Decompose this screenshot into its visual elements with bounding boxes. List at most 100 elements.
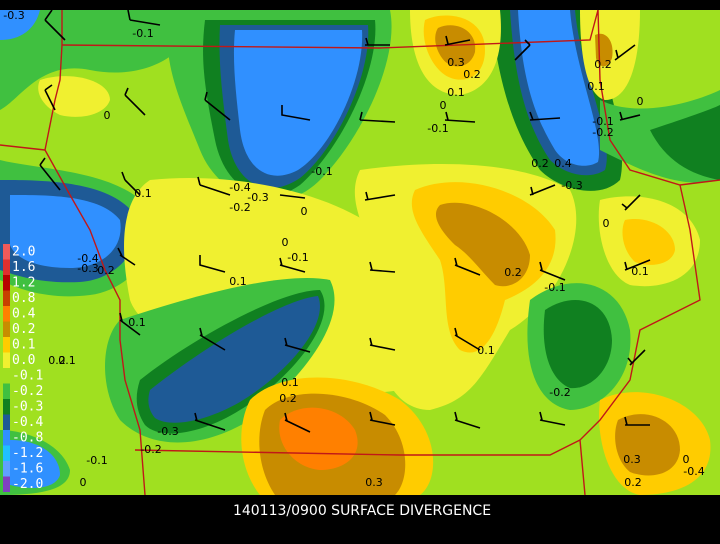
wind-barb xyxy=(197,176,231,196)
colorbar-label: -2.0 xyxy=(12,477,43,492)
wind-barb xyxy=(119,312,141,336)
contour-label: 0.3 xyxy=(623,453,641,466)
contour-label: 0.2 xyxy=(97,264,115,277)
map-title: 140113/0900 SURFACE DIVERGENCE xyxy=(233,503,491,519)
wind-barb xyxy=(369,411,396,426)
contour-label: 0.1 xyxy=(134,187,152,200)
wind-barb xyxy=(514,39,531,61)
wind-barb xyxy=(44,84,56,111)
wind-barb xyxy=(121,171,141,196)
colorbar-swatch xyxy=(3,306,10,322)
colorbar-label: -0.3 xyxy=(12,400,43,415)
contour-label: 0.2 xyxy=(463,68,481,81)
colorbar-label: -1.2 xyxy=(12,446,43,461)
wind-barb xyxy=(369,261,396,273)
contour-label: -0.3 xyxy=(157,425,178,438)
colorbar-label: 2.0 xyxy=(12,245,35,260)
colorbar-swatch xyxy=(3,383,10,399)
colorbar-swatch xyxy=(3,352,10,368)
contour-label: 0 xyxy=(683,453,690,466)
contour-label: 0.2 xyxy=(594,58,612,71)
contour-label: 0.1 xyxy=(281,376,299,389)
wind-barbs xyxy=(39,9,651,433)
contour-fills xyxy=(0,10,720,495)
wind-barb xyxy=(284,337,311,353)
contour-label: 0 xyxy=(603,217,610,230)
colorbar-label: -1.6 xyxy=(12,462,43,477)
fill-dkblue xyxy=(148,296,320,423)
colorbar-label: 0.0 xyxy=(12,353,35,368)
contour-label: -0.1 xyxy=(311,165,332,178)
wind-barb xyxy=(619,111,641,121)
state-borders xyxy=(0,9,720,496)
fill-blue xyxy=(518,10,600,166)
contour-label: 0 xyxy=(282,236,289,249)
colorbar-label: 0.8 xyxy=(12,291,35,306)
wind-barb xyxy=(454,327,481,351)
contour-label: -0.3 xyxy=(3,9,24,22)
fill-green xyxy=(0,10,200,110)
wind-barb xyxy=(124,87,146,116)
colorbar-swatch xyxy=(3,321,10,337)
contour-label: 0.1 xyxy=(447,86,465,99)
wind-barb xyxy=(279,194,306,199)
colorbar-label: 0.1 xyxy=(12,338,35,353)
colorbar-label: 0.2 xyxy=(12,322,35,337)
wind-barb xyxy=(444,35,471,46)
colorbar-swatch xyxy=(3,275,10,291)
colorbar-swatch xyxy=(3,461,10,477)
contour-label: 0.1 xyxy=(587,80,605,93)
contour-label: 0 xyxy=(80,476,87,489)
wind-barb xyxy=(199,327,226,351)
contour-label: -0.2 xyxy=(549,386,570,399)
contour-label: -0.1 xyxy=(132,27,153,40)
colorbar-swatch xyxy=(3,290,10,306)
wind-barb xyxy=(454,257,481,276)
contour-label: -0.3 xyxy=(77,262,98,275)
contour-label: 0.1 xyxy=(631,265,649,278)
border-line xyxy=(597,9,720,186)
wind-barb xyxy=(39,157,61,191)
contour-label: 0.1 xyxy=(58,354,76,367)
wind-barb xyxy=(199,255,226,273)
contour-label: 0.1 xyxy=(477,344,495,357)
wind-barb xyxy=(614,44,636,61)
contour-label: 0.3 xyxy=(447,56,465,69)
contour-label: 0.2 xyxy=(531,157,549,170)
contour-label: -0.3 xyxy=(561,179,582,192)
wind-barb xyxy=(127,9,161,26)
colorbar-swatch xyxy=(3,414,10,430)
colorbar-label: 1.6 xyxy=(12,260,35,275)
colorbar-label: 0.4 xyxy=(12,307,36,322)
fill-blue xyxy=(10,195,121,268)
fill-brown xyxy=(435,202,530,287)
wind-barb xyxy=(44,9,66,41)
wind-barb xyxy=(539,261,566,281)
contour-label: 0.1 xyxy=(128,316,146,329)
contour-label: -0.2 xyxy=(592,126,613,139)
border-line xyxy=(579,184,701,496)
wind-barb xyxy=(364,191,396,201)
wind-barb xyxy=(117,247,136,266)
wind-barb xyxy=(539,411,566,426)
contour-label: 0.3 xyxy=(365,476,383,489)
wind-barb xyxy=(194,412,226,431)
contour-label: -0.3 xyxy=(247,191,268,204)
wind-barb xyxy=(624,259,651,271)
border-line xyxy=(0,144,46,151)
wind-barb xyxy=(627,349,646,366)
contour-label: 0 xyxy=(104,109,111,122)
contour-label: 0.2 xyxy=(48,354,66,367)
colorbar-swatch xyxy=(3,337,10,353)
colorbar: 2.01.61.20.80.40.20.10.0-0.1-0.2-0.3-0.4… xyxy=(3,244,43,492)
wind-barb xyxy=(529,111,561,121)
contour-label: -0.2 xyxy=(229,201,250,214)
fill-brown xyxy=(615,414,680,476)
wind-barb xyxy=(204,91,231,121)
contour-labels: -0.3-0.10.30.20.10-0.10.20.10-0.1-0.20-0… xyxy=(3,9,704,489)
wind-barb xyxy=(444,111,476,123)
colorbar-swatch xyxy=(3,430,10,446)
contour-label: -0.1 xyxy=(427,122,448,135)
wind-barb xyxy=(454,411,481,429)
fill-dkgreen xyxy=(650,105,720,180)
